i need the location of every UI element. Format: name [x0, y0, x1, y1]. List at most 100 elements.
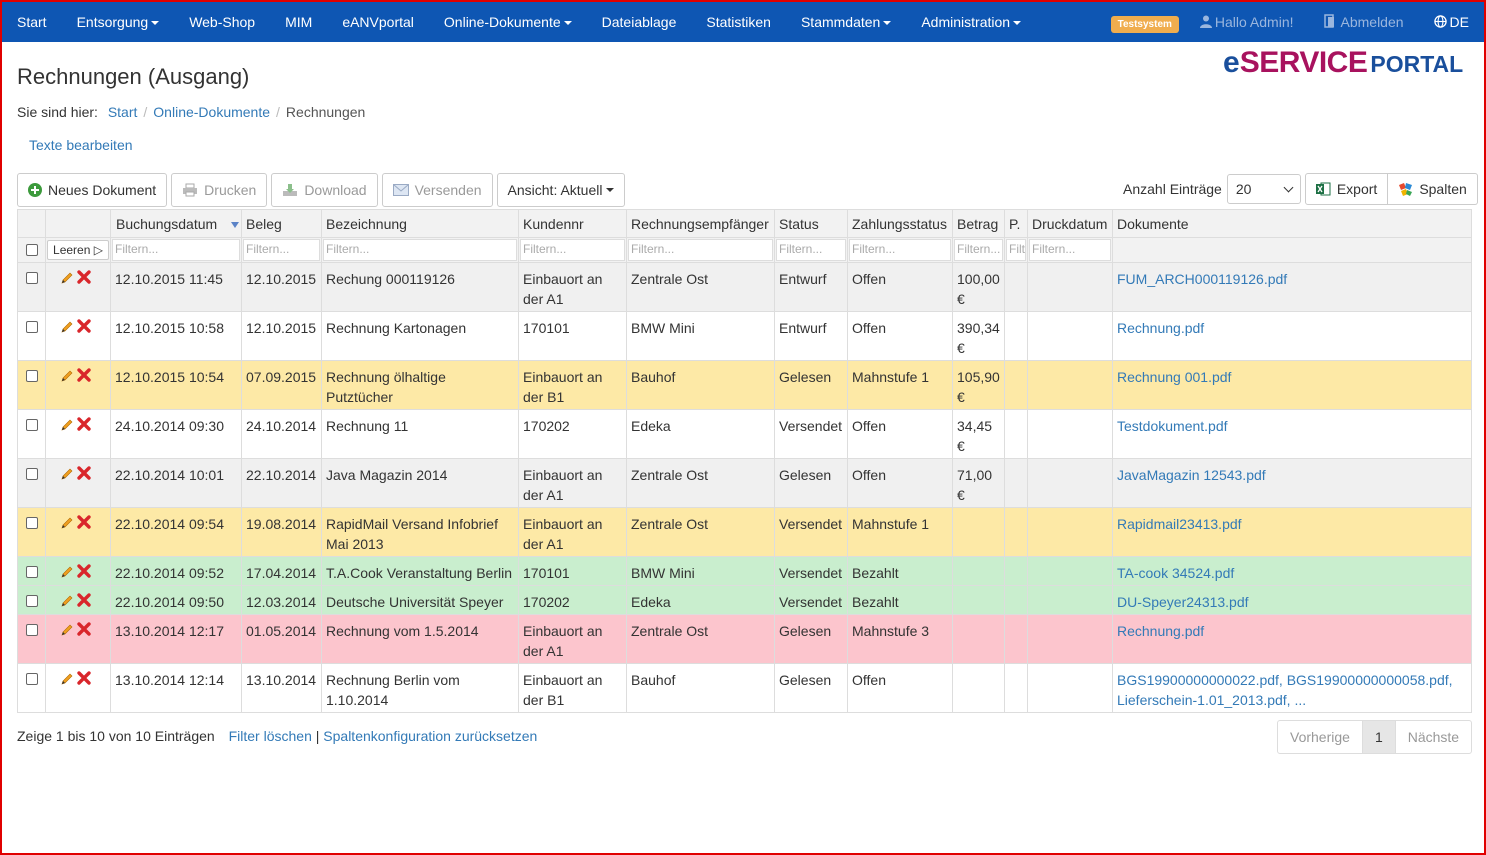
table-row[interactable]: 13.10.2014 12:14 13.10.2014 Rechnung Berli…: [17, 663, 1472, 713]
filter-druckdatum[interactable]: Filtern...: [1029, 239, 1111, 261]
reset-columns-link[interactable]: Spaltenkonfiguration zurücksetzen: [323, 728, 538, 744]
row-checkbox[interactable]: [25, 419, 38, 431]
cell-dokumente[interactable]: FUM_ARCH000119126.pdf: [1112, 262, 1472, 312]
delete-x-icon[interactable]: [76, 416, 92, 437]
breadcrumb-online-dokumente[interactable]: Online-Dokumente: [153, 104, 271, 120]
nav-statistiken[interactable]: Statistiken: [691, 2, 786, 42]
row-checkbox[interactable]: [25, 321, 38, 333]
pagination-previous[interactable]: Vorherige: [1277, 720, 1363, 754]
row-checkbox[interactable]: [25, 370, 38, 382]
clear-filter-link[interactable]: Filter löschen: [228, 728, 312, 744]
delete-x-icon[interactable]: [76, 592, 92, 613]
header-buchungsdatum[interactable]: Buchungsdatum: [110, 209, 242, 238]
cell-dokumente[interactable]: Rechnung 001.pdf: [1112, 360, 1472, 410]
table-row[interactable]: 12.10.2015 11:45 12.10.2015 Rechung 000119…: [17, 262, 1472, 312]
nav-entsorgung[interactable]: Entsorgung: [62, 2, 175, 42]
cell-dokumente[interactable]: TA-cook 34524.pdf: [1112, 556, 1472, 586]
nav-administration[interactable]: Administration: [906, 2, 1036, 42]
filter-rechnungsempfaenger[interactable]: Filtern...: [628, 239, 773, 261]
user-menu[interactable]: Hallo Admin!: [1185, 2, 1309, 42]
header-beleg[interactable]: Beleg: [241, 209, 322, 238]
table-row[interactable]: 12.10.2015 10:58 12.10.2015 Rechnung Karto…: [17, 311, 1472, 361]
header-zahlungsstatus[interactable]: Zahlungsstatus: [847, 209, 953, 238]
edit-pencil-icon[interactable]: [60, 515, 74, 535]
logout-link[interactable]: Abmelden: [1309, 2, 1419, 42]
breadcrumb-start[interactable]: Start: [107, 104, 138, 120]
header-dokumente[interactable]: Dokumente: [1112, 209, 1472, 238]
delete-x-icon[interactable]: [76, 465, 92, 486]
select-all-checkbox[interactable]: [25, 243, 38, 256]
view-dropdown[interactable]: Ansicht: Aktuell: [496, 173, 626, 207]
filter-beleg[interactable]: Filtern...: [243, 239, 320, 261]
table-row[interactable]: 22.10.2014 09:52 17.04.2014 T.A.Cook Veran…: [17, 556, 1472, 586]
header-bezeichnung[interactable]: Bezeichnung: [321, 209, 519, 238]
cell-dokumente[interactable]: Testdokument.pdf: [1112, 409, 1472, 459]
cell-dokumente[interactable]: Rechnung.pdf: [1112, 311, 1472, 361]
header-p[interactable]: P.: [1004, 209, 1028, 238]
cell-dokumente[interactable]: DU-Speyer24313.pdf: [1112, 585, 1472, 615]
edit-pencil-icon[interactable]: [60, 593, 74, 613]
entries-select[interactable]: 20: [1226, 174, 1301, 204]
header-rechnungsempfaenger[interactable]: Rechnungsempfänger: [626, 209, 775, 238]
filter-bezeichnung[interactable]: Filtern...: [323, 239, 517, 261]
nav-eanvportal[interactable]: eANVportal: [327, 2, 429, 42]
edit-pencil-icon[interactable]: [60, 417, 74, 437]
export-button[interactable]: Export: [1304, 173, 1389, 205]
edit-pencil-icon[interactable]: [60, 564, 74, 584]
table-row[interactable]: 13.10.2014 12:17 01.05.2014 Rechnung vom 1…: [17, 614, 1472, 664]
filter-zahlungsstatus[interactable]: Filtern...: [849, 239, 951, 261]
edit-pencil-icon[interactable]: [60, 671, 74, 691]
cell-dokumente[interactable]: BGS19900000000022.pdf, BGS19900000000058…: [1112, 663, 1472, 713]
pagination-page-1[interactable]: 1: [1362, 720, 1395, 754]
nav-start[interactable]: Start: [2, 2, 62, 42]
edit-pencil-icon[interactable]: [60, 319, 74, 339]
row-checkbox[interactable]: [25, 272, 38, 284]
filter-buchungsdatum[interactable]: Filtern...: [112, 239, 240, 261]
nav-online-dokumente[interactable]: Online-Dokumente: [429, 2, 587, 42]
header-status[interactable]: Status: [774, 209, 848, 238]
filter-kundennr[interactable]: Filtern...: [520, 239, 625, 261]
row-checkbox[interactable]: [25, 673, 38, 685]
delete-x-icon[interactable]: [76, 269, 92, 290]
row-checkbox[interactable]: [25, 468, 38, 480]
delete-x-icon[interactable]: [76, 367, 92, 388]
header-druckdatum[interactable]: Druckdatum: [1027, 209, 1113, 238]
pagination-next[interactable]: Nächste: [1394, 720, 1473, 754]
cell-dokumente[interactable]: Rapidmail23413.pdf: [1112, 507, 1472, 557]
delete-x-icon[interactable]: [76, 563, 92, 584]
header-kundennr[interactable]: Kundennr: [518, 209, 627, 238]
edit-pencil-icon[interactable]: [60, 466, 74, 486]
filter-status[interactable]: Filtern...: [776, 239, 846, 261]
table-row[interactable]: 22.10.2014 09:54 19.08.2014 RapidMail Vers…: [17, 507, 1472, 557]
send-button[interactable]: Versenden: [381, 173, 493, 207]
table-row[interactable]: 22.10.2014 09:50 12.03.2014 Deutsche Unive…: [17, 585, 1472, 615]
table-row[interactable]: 12.10.2015 10:54 07.09.2015 Rechnung ölhal…: [17, 360, 1472, 410]
header-betrag[interactable]: Betrag: [952, 209, 1005, 238]
table-row[interactable]: 24.10.2014 09:30 24.10.2014 Rechnung 11 170…: [17, 409, 1472, 459]
row-checkbox[interactable]: [25, 624, 38, 636]
columns-button[interactable]: Spalten: [1388, 173, 1478, 205]
table-row[interactable]: 22.10.2014 10:01 22.10.2014 Java Magazin 2…: [17, 458, 1472, 508]
edit-texts-link[interactable]: Texte bearbeiten: [29, 137, 133, 153]
delete-x-icon[interactable]: [76, 670, 92, 691]
delete-x-icon[interactable]: [76, 621, 92, 642]
row-checkbox[interactable]: [25, 595, 38, 607]
language-switcher[interactable]: DE: [1419, 2, 1484, 42]
print-button[interactable]: Drucken: [171, 173, 268, 207]
delete-x-icon[interactable]: [76, 514, 92, 535]
filter-betrag[interactable]: Filtern...: [954, 239, 1003, 261]
cell-dokumente[interactable]: JavaMagazin 12543.pdf: [1112, 458, 1472, 508]
clear-filters-button[interactable]: Leeren ▷: [47, 240, 109, 260]
row-checkbox[interactable]: [25, 517, 38, 529]
nav-stammdaten[interactable]: Stammdaten: [786, 2, 906, 42]
cell-dokumente[interactable]: Rechnung.pdf: [1112, 614, 1472, 664]
nav-dateiablage[interactable]: Dateiablage: [587, 2, 692, 42]
download-button[interactable]: Download: [271, 173, 378, 207]
edit-pencil-icon[interactable]: [60, 368, 74, 388]
nav-mim[interactable]: MIM: [270, 2, 327, 42]
edit-pencil-icon[interactable]: [60, 622, 74, 642]
nav-web-shop[interactable]: Web-Shop: [174, 2, 270, 42]
row-checkbox[interactable]: [25, 566, 38, 578]
filter-p[interactable]: Filt: [1006, 239, 1026, 261]
edit-pencil-icon[interactable]: [60, 270, 74, 290]
